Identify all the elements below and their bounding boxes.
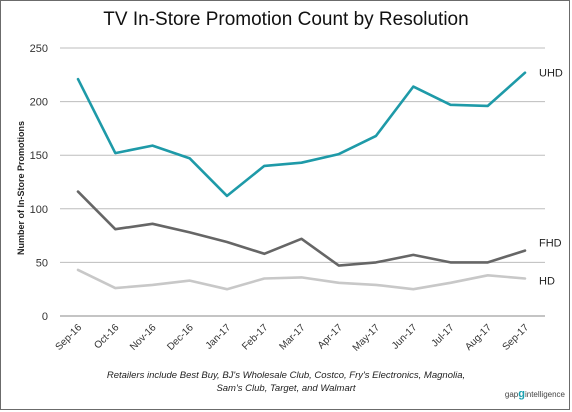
brand-prefix: gap	[504, 390, 519, 399]
x-tick-labels: Sep-16 Oct-16 Nov-16 Dec-16 Jan-17 Feb-17 Mar-…	[54, 322, 532, 354]
y-tick-label: 250	[30, 43, 48, 55]
brand-mark: g	[518, 388, 525, 400]
series-label-fhd: FHD	[539, 238, 562, 250]
x-tick-label: Dec-16	[165, 322, 196, 353]
series-labels: UHD FHD HD	[539, 68, 563, 288]
y-tick-label: 200	[30, 97, 48, 109]
x-tick-label: Sep-16	[54, 322, 85, 353]
x-tick-label: Sep-17	[501, 322, 532, 353]
x-tick-label: Jul-17	[430, 322, 457, 349]
x-tick-label: Mar-17	[277, 322, 307, 352]
x-tick-label: Jan-17	[204, 322, 234, 352]
series-line-fhd	[76, 190, 527, 267]
x-tick-label: Feb-17	[240, 322, 270, 352]
series-label-hd: HD	[539, 275, 555, 287]
y-tick-label: 50	[36, 257, 48, 269]
x-tick-label: Oct-16	[92, 322, 121, 351]
brand-suffix: intelligence	[524, 390, 565, 399]
footnote-line-1: Retailers include Best Buy, BJ's Wholesa…	[106, 370, 466, 381]
series-line-hd	[76, 268, 527, 291]
y-tick-labels: 0 50 100 150 200 250	[30, 43, 48, 323]
x-tick-label: Jun-17	[390, 322, 420, 352]
x-tick-label: Aug-17	[463, 322, 494, 353]
series-lines	[76, 71, 527, 291]
x-tick-label: Nov-16	[128, 322, 159, 353]
chart-title: TV In-Store Promotion Count by Resolutio…	[103, 9, 469, 30]
retailers-footnote: Retailers include Best Buy, BJ's Wholesa…	[100, 369, 472, 395]
footnote-line-2: Sam's Club, Target, and Walmart	[216, 383, 356, 394]
gap-intelligence-logo: gapgintelligence	[495, 388, 565, 400]
gridlines	[60, 47, 545, 317]
series-label-uhd: UHD	[539, 68, 563, 80]
series-line-uhd	[76, 71, 527, 198]
x-tick-label: Apr-17	[316, 322, 345, 351]
y-tick-label: 100	[30, 204, 48, 216]
y-tick-label: 150	[30, 150, 48, 162]
x-tick-label: May-17	[351, 322, 383, 354]
y-tick-label: 0	[42, 311, 48, 323]
